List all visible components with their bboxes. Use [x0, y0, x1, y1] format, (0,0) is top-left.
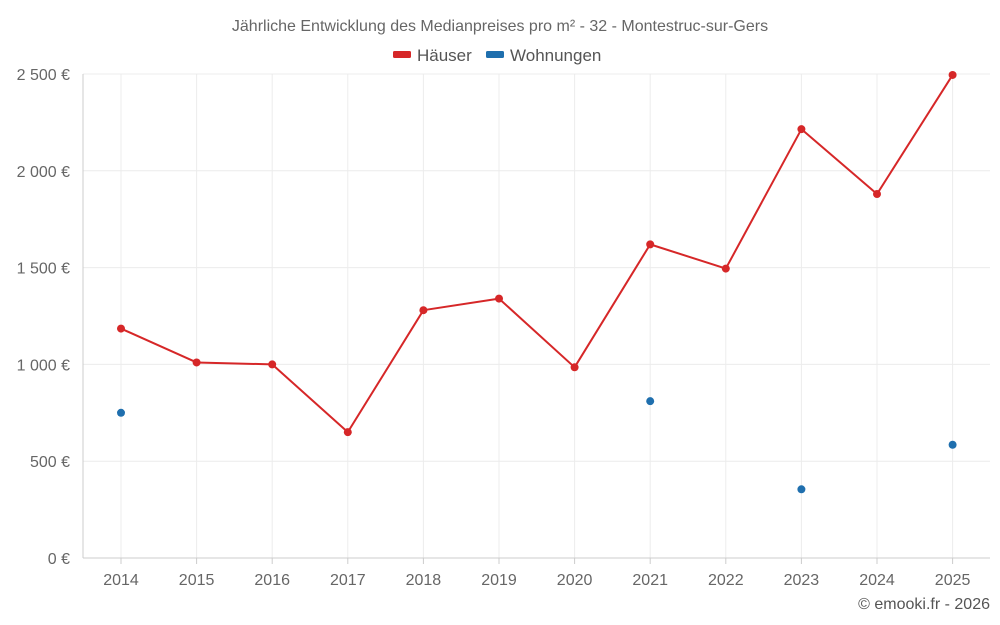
- x-tick-label: 2016: [254, 572, 290, 589]
- grid: [83, 73, 990, 558]
- data-point-haeuser-2019[interactable]: [495, 294, 503, 303]
- series-layer: [117, 70, 957, 494]
- x-tick-label: 2025: [935, 572, 971, 589]
- y-tick-label: 2 000 €: [17, 164, 70, 181]
- legend-swatch-wohnungen: [486, 51, 504, 58]
- legend-item-wohnungen[interactable]: Wohnungen: [486, 46, 601, 65]
- data-point-haeuser-2017[interactable]: [343, 428, 352, 437]
- data-point-haeuser-2014[interactable]: [117, 324, 125, 333]
- legend: Häuser Wohnungen: [393, 46, 601, 65]
- chart-title: Jährliche Entwicklung des Medianpreises …: [232, 18, 768, 35]
- y-tick-label: 1 500 €: [17, 261, 70, 278]
- data-point-haeuser-2025[interactable]: [948, 70, 957, 79]
- x-tick-label: 2021: [632, 572, 668, 589]
- data-point-haeuser-2015[interactable]: [192, 358, 201, 367]
- x-tick-label: 2017: [330, 572, 366, 589]
- legend-label-wohnungen: Wohnungen: [510, 46, 601, 65]
- x-tick-label: 2019: [481, 572, 517, 589]
- data-point-haeuser-2021[interactable]: [646, 240, 655, 249]
- data-point-wohnungen-2021[interactable]: [646, 397, 655, 406]
- x-tick-label: 2014: [103, 572, 139, 589]
- series-line-segment: [573, 243, 652, 369]
- series-line-segment: [876, 73, 954, 196]
- data-point-wohnungen-2025[interactable]: [948, 440, 957, 449]
- series-line-segment: [800, 128, 878, 196]
- series-line-segment: [422, 297, 500, 312]
- x-tick-label: 2020: [557, 572, 593, 589]
- series-wohnungen: [117, 397, 957, 494]
- x-tick-label: 2024: [859, 572, 895, 589]
- data-point-haeuser-2018[interactable]: [419, 306, 428, 315]
- y-tick-label: 1 000 €: [17, 357, 70, 374]
- series-line-segment: [271, 363, 349, 434]
- x-tick-label: 2022: [708, 572, 744, 589]
- legend-swatch-haeuser: [393, 51, 411, 58]
- credit-text: © emooki.fr - 2026: [858, 596, 990, 613]
- y-tick-label: 2 500 €: [17, 67, 70, 84]
- legend-item-haeuser[interactable]: Häuser: [393, 46, 472, 65]
- y-tick-label: 500 €: [30, 454, 70, 471]
- data-point-wohnungen-2023[interactable]: [797, 485, 806, 494]
- x-tick-label: 2023: [784, 572, 820, 589]
- x-tick-label: 2015: [179, 572, 215, 589]
- x-tick-label: 2018: [406, 572, 442, 589]
- series-haeuser: [117, 70, 957, 437]
- data-point-haeuser-2016[interactable]: [268, 360, 277, 369]
- series-line-segment: [649, 243, 727, 270]
- series-line-segment: [498, 297, 576, 369]
- y-axis: 0 € 500 € 1 000 € 1 500 € 2 000 € 2 500 €: [17, 67, 84, 568]
- series-line-segment: [724, 128, 803, 270]
- series-line-segment: [120, 327, 198, 364]
- x-axis: 2014 2015 2016 2017 2018 2019 2020 2021 2022 2023…: [83, 557, 990, 589]
- y-tick-label: 0 €: [48, 551, 70, 568]
- data-point-haeuser-2020[interactable]: [570, 363, 579, 372]
- data-point-wohnungen-2014[interactable]: [117, 408, 125, 417]
- data-point-haeuser-2022[interactable]: [721, 264, 730, 273]
- data-point-haeuser-2023[interactable]: [797, 125, 806, 134]
- series-line-segment: [346, 309, 425, 434]
- series-line-segment: [195, 361, 274, 366]
- legend-label-haeuser: Häuser: [417, 46, 472, 65]
- data-point-haeuser-2024[interactable]: [873, 190, 881, 199]
